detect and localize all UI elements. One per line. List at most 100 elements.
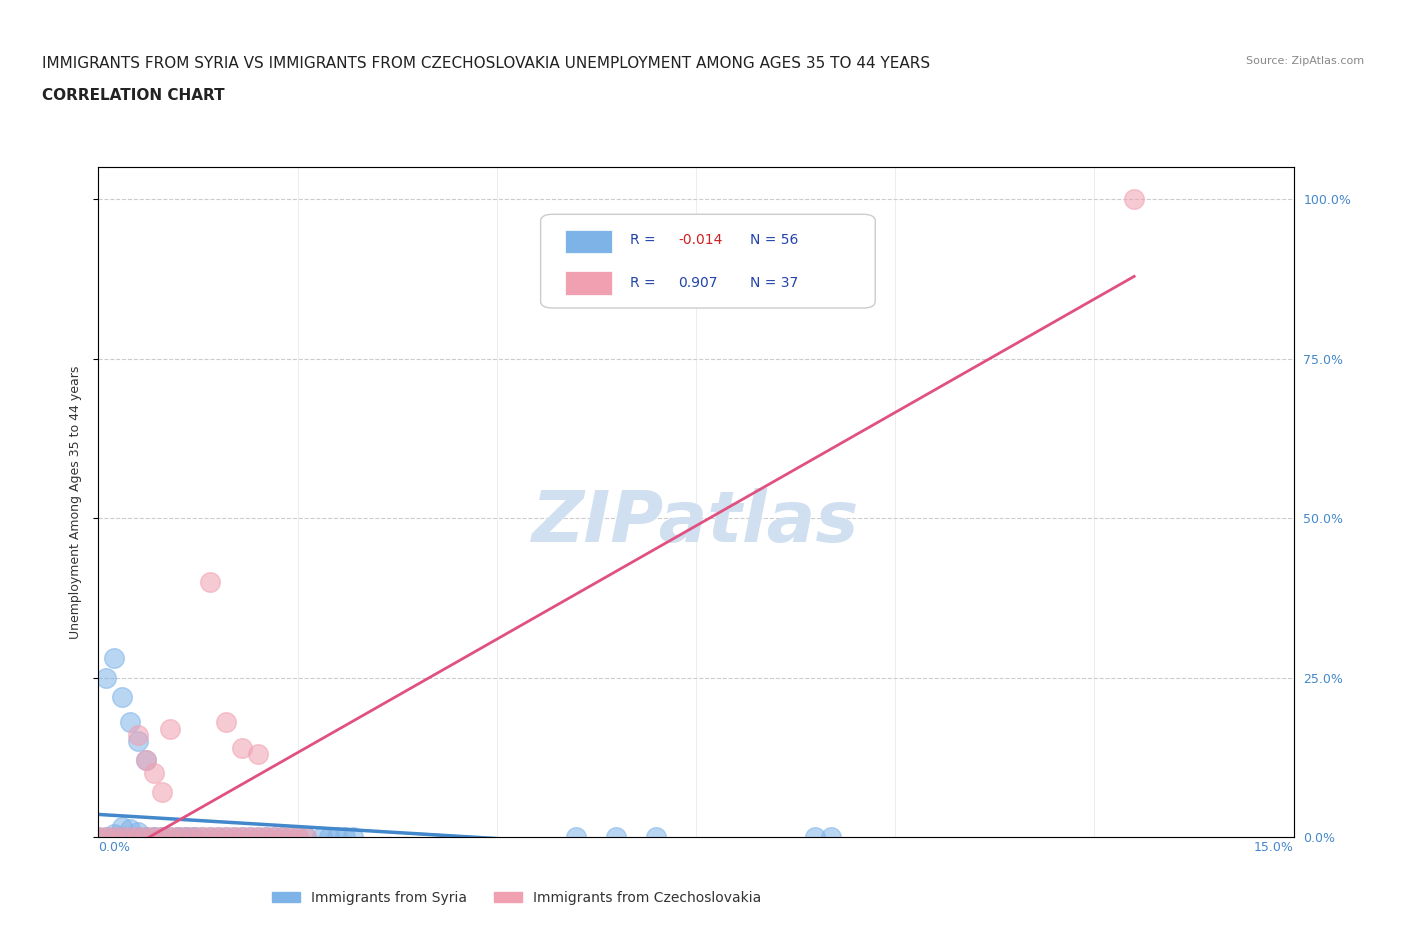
Point	[111, 820, 134, 835]
Point	[174, 830, 197, 844]
Point	[120, 830, 142, 844]
Point	[183, 830, 205, 844]
Point	[239, 830, 262, 844]
Point	[111, 830, 134, 844]
Point	[198, 575, 221, 590]
Point	[191, 830, 214, 844]
Point	[183, 830, 205, 844]
Point	[103, 651, 125, 666]
Point	[335, 830, 357, 844]
Point	[159, 721, 181, 736]
Point	[87, 830, 110, 844]
Point	[263, 830, 285, 844]
Point	[207, 830, 229, 844]
Point	[143, 830, 166, 844]
Point	[183, 830, 205, 844]
Point	[135, 830, 157, 844]
Point	[239, 830, 262, 844]
Point	[135, 830, 157, 844]
Point	[96, 830, 118, 844]
Point	[311, 830, 333, 844]
Point	[645, 830, 668, 844]
Point	[215, 715, 238, 730]
Point	[96, 830, 118, 844]
Point	[135, 753, 157, 768]
Point	[222, 830, 245, 844]
Point	[111, 830, 134, 844]
Point	[191, 830, 214, 844]
Text: 0.0%: 0.0%	[98, 841, 131, 854]
Point	[294, 830, 316, 844]
Point	[143, 765, 166, 780]
Point	[565, 830, 588, 844]
Point	[135, 753, 157, 768]
Text: IMMIGRANTS FROM SYRIA VS IMMIGRANTS FROM CZECHOSLOVAKIA UNEMPLOYMENT AMONG AGES : IMMIGRANTS FROM SYRIA VS IMMIGRANTS FROM…	[42, 56, 931, 71]
Point	[143, 830, 166, 844]
Point	[294, 830, 316, 844]
Text: N = 56: N = 56	[749, 232, 799, 246]
Point	[127, 830, 149, 844]
Point	[127, 727, 149, 742]
Point	[159, 830, 181, 844]
Point	[215, 830, 238, 844]
Point	[342, 830, 364, 844]
Point	[167, 830, 190, 844]
Point	[263, 830, 285, 844]
Point	[231, 830, 253, 844]
Point	[231, 830, 253, 844]
Text: ZIPatlas: ZIPatlas	[533, 488, 859, 557]
Point	[127, 734, 149, 749]
Point	[159, 830, 181, 844]
Point	[103, 827, 125, 842]
Point	[222, 830, 245, 844]
Text: -0.014: -0.014	[678, 232, 723, 246]
Point	[127, 825, 149, 840]
Point	[278, 830, 301, 844]
Point	[127, 830, 149, 844]
Text: CORRELATION CHART: CORRELATION CHART	[42, 88, 225, 103]
Point	[143, 830, 166, 844]
Point	[198, 830, 221, 844]
Point	[278, 830, 301, 844]
Point	[87, 830, 110, 844]
Point	[174, 830, 197, 844]
Point	[111, 689, 134, 704]
Legend: Immigrants from Syria, Immigrants from Czechoslovakia: Immigrants from Syria, Immigrants from C…	[266, 885, 768, 910]
Point	[804, 830, 827, 844]
Text: 0.907: 0.907	[678, 275, 717, 289]
Point	[270, 830, 292, 844]
Y-axis label: Unemployment Among Ages 35 to 44 years: Unemployment Among Ages 35 to 44 years	[69, 365, 83, 639]
Point	[103, 830, 125, 844]
Point	[96, 671, 118, 685]
Point	[198, 830, 221, 844]
Point	[287, 830, 309, 844]
Point	[326, 830, 349, 844]
FancyBboxPatch shape	[565, 272, 613, 295]
Point	[150, 830, 173, 844]
Point	[215, 830, 238, 844]
Point	[231, 740, 253, 755]
Point	[120, 822, 142, 837]
Point	[120, 830, 142, 844]
FancyBboxPatch shape	[540, 214, 875, 308]
Point	[167, 830, 190, 844]
Point	[605, 830, 627, 844]
Point	[103, 830, 125, 844]
Point	[120, 715, 142, 730]
Point	[1123, 192, 1146, 206]
Point	[246, 830, 269, 844]
Point	[246, 747, 269, 762]
Text: 15.0%: 15.0%	[1254, 841, 1294, 854]
Point	[150, 830, 173, 844]
Point	[167, 830, 190, 844]
FancyBboxPatch shape	[565, 230, 613, 253]
Point	[150, 785, 173, 800]
Point	[254, 830, 277, 844]
Text: N = 37: N = 37	[749, 275, 799, 289]
Text: Source: ZipAtlas.com: Source: ZipAtlas.com	[1246, 56, 1364, 66]
Point	[820, 830, 842, 844]
Point	[135, 830, 157, 844]
Point	[120, 830, 142, 844]
Point	[254, 830, 277, 844]
Point	[287, 830, 309, 844]
